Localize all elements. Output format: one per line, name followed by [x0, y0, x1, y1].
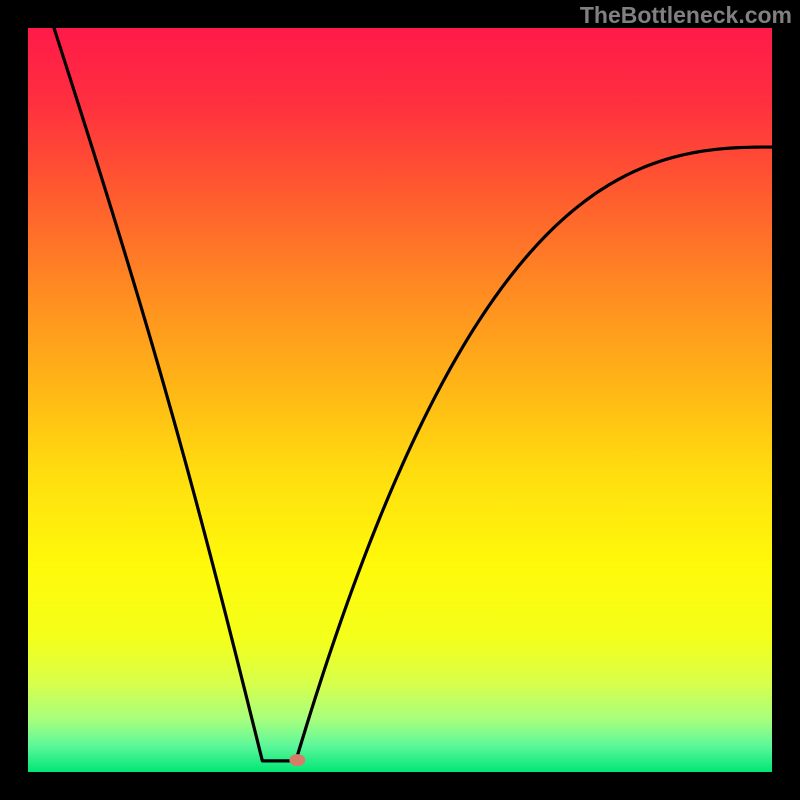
watermark-text: TheBottleneck.com [580, 2, 792, 29]
chart-container: TheBottleneck.com [0, 0, 800, 800]
bottleneck-curve-chart [0, 0, 800, 800]
min-marker [289, 754, 305, 766]
